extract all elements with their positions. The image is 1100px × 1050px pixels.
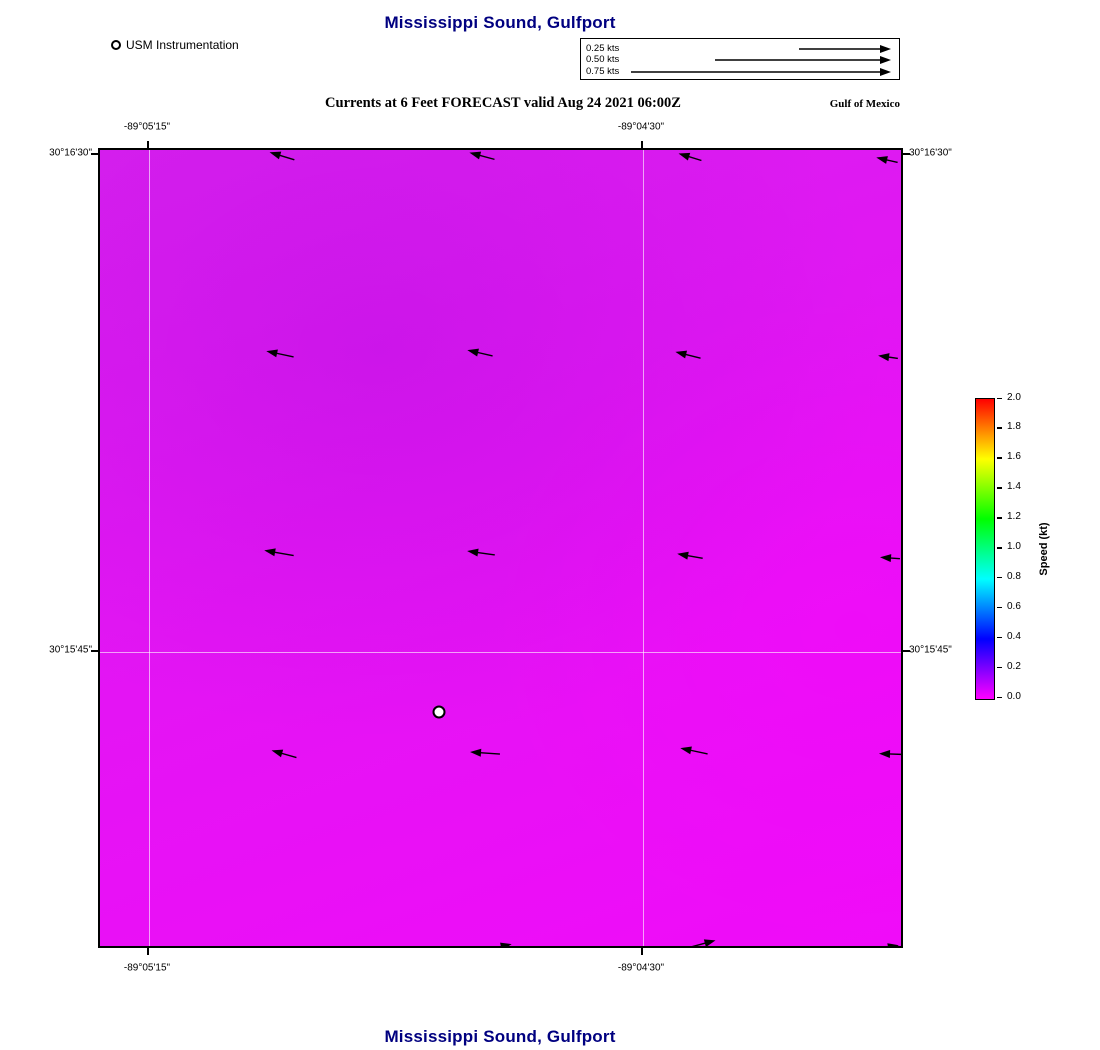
current-vector-arrow [677,551,703,560]
current-vector-arrow [678,152,702,162]
vector-scale-legend: 0.25 kts 0.50 kts 0.75 kts [580,38,900,80]
colorbar-tick-label: 0.6 [1007,600,1021,612]
page-title: Mississippi Sound, Gulfport [384,13,616,32]
page-title-bottom: Mississippi Sound, Gulfport [384,1027,616,1046]
scale-arrow [799,44,891,53]
speed-colorbar-ticks: 2.0 1.8 1.6 1.4 1.2 1.0 0.8 0.6 0.4 0.2 0.0 [995,392,1055,702]
colorbar-tick-label: 0.2 [1007,660,1021,672]
colorbar-axis-label: Speed (kt) [1038,522,1050,576]
current-vector-arrow [467,348,493,357]
axis-label-top: -89°05'15" [123,121,171,133]
colorbar-tick [997,427,1002,429]
current-vector-arrow [266,349,294,358]
colorbar-tick-label: 1.4 [1007,481,1021,493]
current-vector-arrow [486,942,512,946]
station-circle-icon [111,40,121,50]
axis-tick-right [903,153,910,155]
current-vector-arrow [467,548,495,557]
colorbar-tick-label: 0.0 [1007,690,1021,702]
scale-legend-label: 0.25 kts [586,42,620,54]
axis-label-bottom: -89°04'30" [617,962,665,974]
axis-label-left: 30°15'45" [49,644,92,656]
colorbar-tick [997,397,1002,399]
current-vector-arrow [879,750,901,758]
current-vector-arrow [688,939,716,946]
current-vector-arrow [878,353,899,362]
axis-label-right: 30°15'45" [909,644,952,656]
colorbar-tick [997,696,1002,698]
grid-line-vertical [149,150,150,946]
forecast-subtitle: Currents at 6 Feet FORECAST valid Aug 24… [325,95,681,111]
colorbar-tick-label: 1.6 [1007,451,1021,463]
axis-tick-left [91,153,98,155]
current-vector-arrow [469,151,495,161]
colorbar-tick-label: 0.4 [1007,630,1021,642]
station-location-marker [432,705,446,719]
scale-legend-label: 0.75 kts [586,65,620,77]
current-vector-arrow [269,151,295,161]
colorbar-tick [997,606,1002,609]
colorbar-tick [997,547,1002,549]
axis-label-right: 30°16'30" [909,147,952,159]
axis-tick-bottom [641,948,643,955]
current-vector-arrow [876,156,898,164]
speed-colorbar [975,398,995,700]
grid-line-vertical [643,150,644,946]
colorbar-tick [997,636,1002,639]
colorbar-tick-label: 2.0 [1007,391,1021,403]
instrument-legend: USM Instrumentation [111,38,239,52]
colorbar-tick [997,487,1002,489]
grid-line-horizontal [100,652,901,653]
axis-label-top: -89°04'30" [617,121,665,133]
current-vector-arrow [271,749,297,759]
colorbar-tick-label: 0.8 [1007,570,1021,582]
instrument-legend-label: USM Instrumentation [126,38,239,52]
axis-label-left: 30°16'30" [49,147,92,159]
colorbar-tick [997,576,1002,579]
current-vector-arrow [680,746,708,755]
current-vector-arrow [675,350,701,359]
axis-tick-top [147,141,149,148]
current-vector-arrow [879,943,899,946]
current-speed-map [98,148,903,948]
current-vector-arrow [880,554,901,563]
axis-tick-top [641,141,643,148]
axis-tick-bottom [147,948,149,955]
axis-tick-right [903,650,910,652]
scale-arrow [631,67,891,76]
axis-label-bottom: -89°05'15" [123,962,171,974]
axis-tick-left [91,650,98,652]
scale-legend-label: 0.50 kts [586,54,620,65]
region-label: Gulf of Mexico [829,98,900,110]
current-vector-arrow [264,548,294,557]
colorbar-tick-label: 1.0 [1007,541,1021,552]
colorbar-tick-label: 1.8 [1007,421,1021,433]
colorbar-tick [997,666,1002,669]
colorbar-tick [997,457,1002,459]
colorbar-tick [997,517,1002,519]
current-vector-arrow [470,748,501,757]
colorbar-tick-label: 1.2 [1007,511,1021,523]
scale-arrow [715,56,891,64]
